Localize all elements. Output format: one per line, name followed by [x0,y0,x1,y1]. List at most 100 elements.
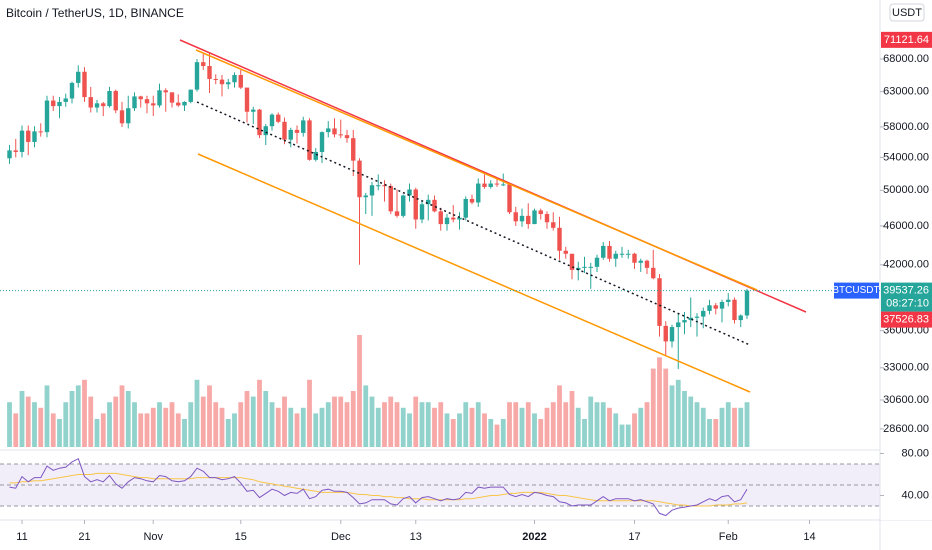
volume-bar [13,413,19,447]
candle-body [307,120,312,160]
candle-body [357,160,362,198]
volume-bar [282,396,287,447]
candle-body [613,253,618,259]
volume-bar [600,402,606,447]
candle-body [376,185,381,187]
volume-bar [125,391,131,447]
volume-bar [263,391,269,447]
candle-body [32,131,37,142]
candle-body [519,215,525,222]
candle-body [194,62,200,90]
candle-body [388,186,393,212]
volume-bar [319,407,325,447]
candle-body [38,131,43,133]
volume-bar [157,402,162,447]
candle-body [451,217,456,220]
volume-bar [644,402,650,447]
candle-body [701,310,706,317]
volume-bar [338,396,344,447]
volume-bar [132,402,137,447]
volume-bar [625,424,631,447]
candle-body [63,98,68,102]
candle-body [469,198,475,203]
volume-bar [257,379,262,447]
y-tick-label: 42000.00 [883,259,929,271]
volume-bar [363,385,369,447]
volume-bar [344,402,350,447]
candle-body [413,189,418,220]
volume-bar [525,402,531,447]
volume-bar [619,424,625,447]
volume-bar [469,407,475,447]
candle-body [569,253,575,270]
candle-body [288,129,293,140]
volume-bar [44,385,50,447]
candle-body [732,299,737,321]
candle-body [638,260,643,263]
volume-bar [350,391,356,447]
x-tick-label: 14 [803,531,815,543]
candle-body [482,183,487,187]
volume-bar [313,413,319,447]
y-tick-label: 50000.00 [883,184,929,196]
volume-bar [25,396,31,447]
volume-bar [7,402,12,447]
candle-body [119,110,125,124]
volume-bar [332,396,337,447]
volume-bar [594,402,600,447]
volume-bar [582,419,587,447]
volume-bar [369,396,375,447]
candle-body [507,184,512,213]
candle-body [163,90,168,93]
y-tick-label: 33000.00 [883,362,929,374]
currency-button[interactable] [889,3,925,22]
candle-body [201,62,206,66]
candle-body [419,204,425,220]
volume-bar [425,402,431,447]
candle-body [544,214,550,223]
candle-body [582,266,587,268]
candle-body [313,151,318,160]
candle-body [338,134,343,136]
candle-body [101,103,106,107]
candle-body [401,195,406,216]
mid-line [196,101,751,346]
candle-body [682,320,687,323]
volume-bar [194,379,200,447]
candle-body [651,267,656,279]
volume-bar [538,419,544,447]
candle-body [26,130,31,142]
candle-body [151,103,156,106]
volume-bar [688,396,694,447]
candle-body [138,96,143,100]
candle-body [407,189,412,196]
candle-body [257,109,262,136]
price-box [881,311,932,328]
candle-body [182,101,187,106]
candle-body [538,210,543,215]
rsi-pane [0,457,880,517]
channel-line [195,49,758,291]
candle-body [601,245,606,258]
volume-bar [400,407,406,447]
volume-bar [38,407,44,447]
candle-body [113,90,118,111]
volume-bar [150,407,156,447]
rsi-line [9,457,748,517]
y-tick-label: 54000.00 [883,151,929,163]
price-box [881,31,932,48]
x-tick-label: 13 [410,531,422,543]
volume-bar [675,379,681,447]
candle-body [688,317,693,321]
candle-body [432,199,437,212]
volume-bar [394,402,400,447]
candle-body [644,260,650,268]
currency-label[interactable]: USDT [892,7,922,19]
volume-bar [175,413,181,447]
candle-body [219,79,225,85]
volume-bar [544,407,550,447]
candle-body [394,211,400,216]
volume-bar [382,402,387,447]
volume-bar [494,424,500,447]
candle-body [588,266,593,268]
